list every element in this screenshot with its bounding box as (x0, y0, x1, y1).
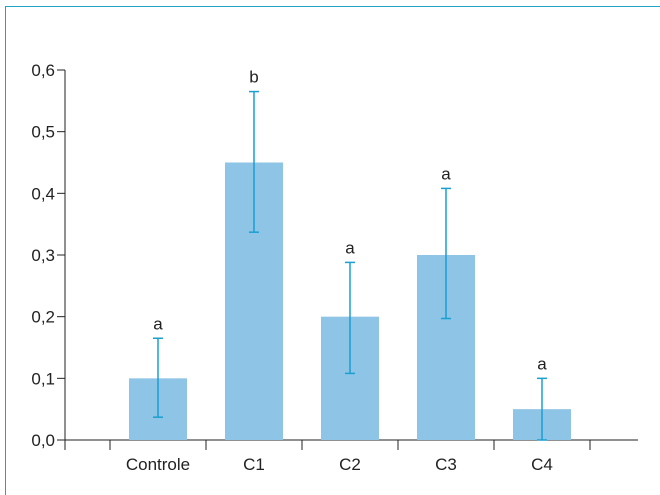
x-tick-label: C2 (339, 455, 361, 474)
significance-letter: a (441, 164, 451, 183)
chart-frame (5, 6, 660, 495)
x-axis: Controle C1 C2 C3 C4 (57, 439, 638, 474)
y-tick-label: 0,2 (31, 308, 55, 327)
significance-letter: a (537, 354, 547, 373)
x-tick-label: C1 (243, 455, 265, 474)
significance-letter: b (249, 68, 258, 87)
x-tick-label: C4 (531, 455, 553, 474)
y-tick-label: 0,4 (31, 184, 55, 203)
significance-letters: a b a a a (153, 68, 547, 374)
y-axis: 0,0 0,1 0,2 0,3 0,4 0,5 0,6 (31, 61, 66, 450)
y-tick-label: 0,0 (31, 431, 55, 450)
x-tick-label: Controle (126, 455, 190, 474)
significance-letter: a (153, 314, 163, 333)
y-tick-label: 0,1 (31, 369, 55, 388)
y-tick-label: 0,5 (31, 123, 55, 142)
y-tick-label: 0,6 (31, 61, 55, 80)
error-bars (153, 90, 547, 441)
significance-letter: a (345, 238, 355, 257)
x-tick-label: C3 (435, 455, 457, 474)
y-tick-label: 0,3 (31, 246, 55, 265)
